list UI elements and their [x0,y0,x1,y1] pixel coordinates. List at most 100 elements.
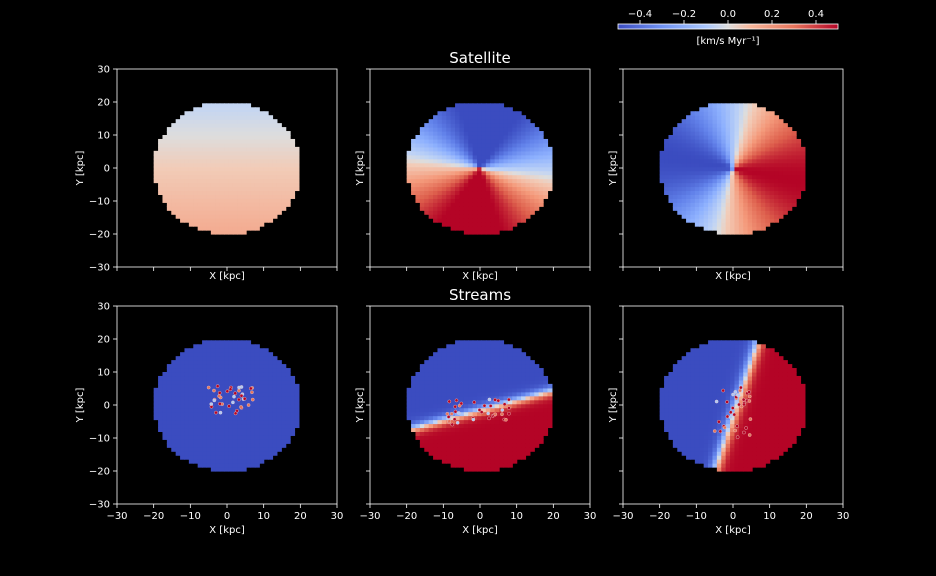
map-cell [459,439,465,444]
map-cell [237,467,243,472]
map-cell [481,154,487,160]
map-cell [778,206,784,211]
map-cell [171,206,177,211]
map-cell [202,431,208,436]
map-cell [708,123,714,128]
map-cell [272,399,278,405]
map-cell [246,190,252,195]
map-cell [285,194,291,199]
map-cell [450,198,456,203]
map-cell [424,127,430,132]
map-cell [681,150,687,156]
map-cell [686,419,692,425]
map-cell [215,107,221,112]
map-cell [206,403,212,409]
map-cell [521,150,527,156]
map-cell [158,375,164,381]
map-cell [180,407,186,413]
map-cell [463,348,469,353]
map-cell [250,166,256,172]
map-cell [507,364,513,369]
map-cell [263,411,269,417]
map-cell [490,222,496,227]
colorbar: −0.4 −0.2 0.0 0.2 0.4 [km/s Myr⁻¹] [617,9,839,47]
map-cell [175,127,181,132]
map-cell [254,182,260,188]
map-cell [499,427,505,432]
map-cell [477,166,483,172]
map-cell [472,135,478,140]
map-cell [734,222,740,227]
map-cell [455,431,461,436]
map-cell [699,439,705,444]
map-cell [686,360,692,365]
map-cell [232,103,238,108]
map-cell [241,344,247,349]
map-cell [180,356,186,361]
map-cell [738,226,744,231]
map-cell [232,218,238,223]
map-cell [525,379,531,385]
map-cell [254,395,260,401]
map-cell [716,399,722,405]
map-cell [499,131,505,136]
map-cell [188,127,194,132]
map-cell [494,214,500,219]
map-cell [499,423,505,429]
map-cell [193,186,199,192]
map-cell [210,467,216,472]
map-cell [503,135,509,140]
map-cell [153,166,159,172]
map-cell [485,356,491,361]
map-cell [716,210,722,215]
map-cell [188,352,194,357]
map-cell [419,150,425,156]
map-cell [175,372,181,377]
map-cell [406,158,412,164]
map-cell [734,198,740,203]
map-cell [712,387,718,393]
map-cell [472,162,478,168]
map-cell [202,375,208,381]
map-cell [529,202,535,207]
map-cell [158,415,164,421]
map-cell [237,391,243,397]
map-cell [241,419,247,425]
map-cell [290,138,296,144]
map-cell [516,360,522,365]
map-cell [490,431,496,436]
map-cell [512,439,518,444]
map-cell [441,399,447,405]
map-cell [228,210,234,215]
map-cell [485,427,491,432]
map-cell [730,107,736,112]
map-cell [730,103,736,108]
map-cell [272,383,278,389]
map-cell [153,387,159,393]
map-cell [699,447,705,452]
map-cell [272,135,278,140]
map-cell [694,379,700,385]
map-cell [411,395,417,401]
map-cell [756,107,762,112]
map-cell [699,186,705,192]
map-cell [215,198,221,203]
map-cell [285,375,291,381]
map-cell [424,431,430,436]
map-cell [254,107,260,112]
map-cell [162,166,168,172]
map-cell [188,111,194,116]
map-cell [681,178,687,184]
map-cell [428,439,434,444]
map-cell [158,178,164,184]
map-cell [210,407,216,413]
map-cell [193,182,199,188]
map-cell [760,198,766,203]
map-cell [703,368,709,373]
map-cell [534,178,540,184]
map-cell [699,435,705,440]
map-cell [463,364,469,369]
map-cell [672,154,678,160]
map-cell [516,443,522,448]
map-cell [268,119,274,124]
